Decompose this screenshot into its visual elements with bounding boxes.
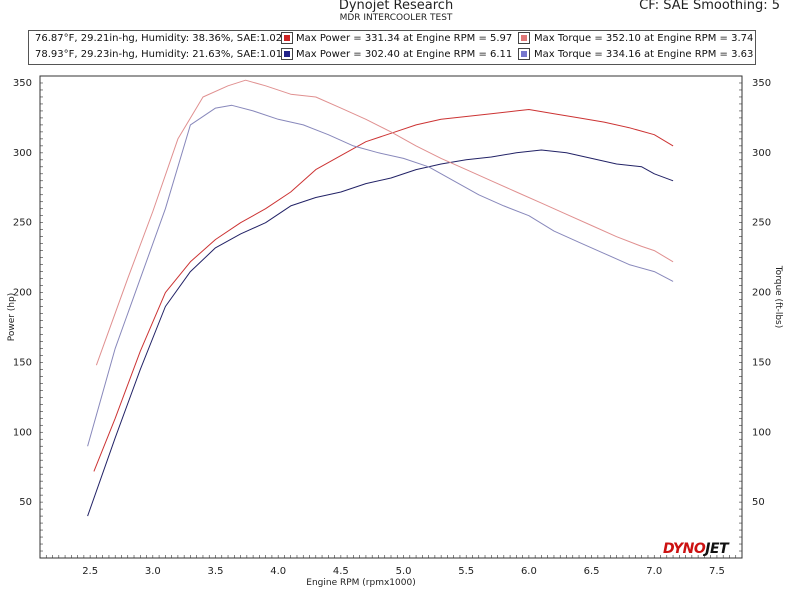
y2-tick-label: 300 xyxy=(752,148,771,159)
x-tick-label: 2.5 xyxy=(82,566,98,577)
x-tick-label: 5.5 xyxy=(458,566,474,577)
x-tick-label: 7.5 xyxy=(709,566,725,577)
y2-tick-label: 150 xyxy=(752,357,771,368)
y-tick-label: 250 xyxy=(13,218,32,229)
series-line xyxy=(87,104,674,447)
x-tick-label: 3.0 xyxy=(145,566,161,577)
power-swatch-icon[interactable] xyxy=(281,32,293,44)
chart-subtitle: MDR INTERCOOLER TEST xyxy=(339,13,453,23)
y-tick-label: 350 xyxy=(13,78,32,89)
x-tick-label: 6.5 xyxy=(584,566,600,577)
legend-torque-label: Max Torque = 352.10 at Engine RPM = 3.74 xyxy=(534,33,754,44)
y2-tick-label: 100 xyxy=(752,427,771,438)
series-line xyxy=(87,149,674,517)
x-tick-label: 3.5 xyxy=(208,566,224,577)
chart-title: Dynojet Research xyxy=(338,0,454,13)
legend-row: 78.93°F, 29.23in-hg, Humidity: 21.63%, S… xyxy=(29,47,755,63)
y2-tick-label: 250 xyxy=(752,218,771,229)
power-swatch-icon[interactable] xyxy=(281,48,293,60)
legend: 76.87°F, 29.21in-hg, Humidity: 38.36%, S… xyxy=(28,30,756,65)
y-tick-label: 200 xyxy=(13,288,32,299)
x-tick-label: 5.0 xyxy=(396,566,412,577)
legend-row: 76.87°F, 29.21in-hg, Humidity: 38.36%, S… xyxy=(29,31,755,47)
legend-conditions: 78.93°F, 29.23in-hg, Humidity: 21.63%, S… xyxy=(35,49,283,60)
correction-factor-label: CF: SAE Smoothing: 5 xyxy=(639,0,780,13)
legend-torque-label: Max Torque = 334.16 at Engine RPM = 3.63 xyxy=(534,49,754,60)
x-tick-label: 7.0 xyxy=(646,566,662,577)
y-tick-label: 100 xyxy=(13,427,32,438)
torque-swatch-icon[interactable] xyxy=(518,48,530,60)
x-tick-label: 4.0 xyxy=(270,566,286,577)
x-tick-label: 4.5 xyxy=(333,566,349,577)
legend-power-label: Max Power = 302.40 at Engine RPM = 6.11 xyxy=(296,49,513,60)
x-tick-label: 6.0 xyxy=(521,566,537,577)
series-line xyxy=(95,79,674,366)
y2-axis-label: Torque (ft-lbs) xyxy=(773,265,783,329)
plot-area xyxy=(39,75,743,559)
y2-tick-label: 350 xyxy=(752,78,771,89)
x-axis-label: Engine RPM (rpmx1000) xyxy=(306,578,415,588)
series-line xyxy=(93,109,674,472)
y-axis-label: Power (hp) xyxy=(7,293,17,342)
y-tick-label: 300 xyxy=(13,148,32,159)
legend-conditions: 76.87°F, 29.21in-hg, Humidity: 38.36%, S… xyxy=(35,33,283,44)
legend-power-label: Max Power = 331.34 at Engine RPM = 5.97 xyxy=(296,33,513,44)
dynojet-logo: DYNOJET xyxy=(663,541,729,557)
y-tick-label: 50 xyxy=(19,497,32,508)
y2-tick-label: 200 xyxy=(752,288,771,299)
torque-swatch-icon[interactable] xyxy=(518,32,530,44)
y-tick-label: 150 xyxy=(13,357,32,368)
y2-tick-label: 50 xyxy=(752,497,765,508)
